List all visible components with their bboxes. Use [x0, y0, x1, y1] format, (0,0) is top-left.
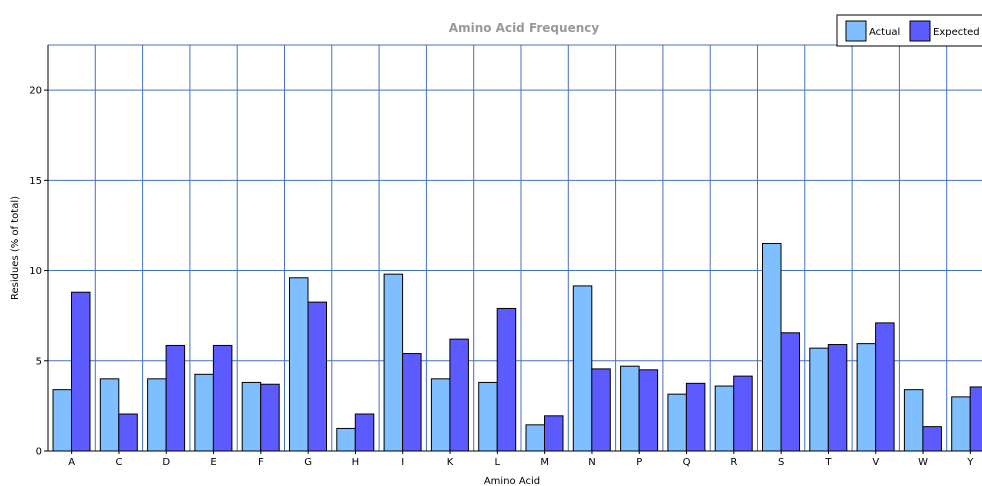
bar-expected-G — [307, 301, 327, 452]
x-tick-label-T: T — [824, 457, 832, 468]
bar-actual-W — [903, 389, 924, 452]
bar-expected-V — [875, 322, 895, 452]
bar-actual-Y — [951, 396, 971, 452]
bar-actual-R — [714, 385, 735, 452]
x-tick-label-V: V — [872, 457, 879, 468]
y-tick-label: 0 — [36, 447, 42, 458]
y-tick-label: 5 — [36, 356, 42, 367]
bar-expected-I — [402, 353, 422, 452]
bar-expected-Y — [969, 386, 982, 452]
bar-actual-D — [147, 378, 167, 452]
y-tick-label: 20 — [29, 86, 42, 97]
bar-expected-W — [922, 426, 942, 452]
bar-expected-D — [165, 344, 186, 452]
bar-expected-P — [638, 369, 659, 452]
bar-expected-F — [260, 383, 280, 452]
bar-actual-G — [289, 277, 309, 452]
bar-actual-I — [383, 273, 404, 452]
y-axis-label: Residues (% of total) — [10, 196, 21, 300]
x-tick-label-H: H — [352, 457, 360, 468]
x-tick-label-D: D — [162, 457, 170, 468]
bar-actual-S — [762, 242, 782, 452]
legend-label-expected: Expected — [933, 27, 980, 38]
x-tick-label-F: F — [258, 457, 264, 468]
bar-expected-H — [354, 413, 375, 452]
bar-actual-N — [572, 285, 593, 452]
bar-actual-P — [620, 365, 640, 452]
bar-expected-A — [71, 291, 91, 452]
bar-expected-T — [827, 344, 848, 452]
x-tick-label-K: K — [447, 457, 454, 468]
bars — [52, 242, 982, 452]
legend-swatch-expected — [909, 20, 931, 42]
x-tick-label-W: W — [918, 457, 928, 468]
bar-expected-Q — [685, 382, 706, 452]
bar-actual-C — [99, 378, 120, 452]
legend: Actual Expected — [836, 14, 982, 47]
y-tick-label: 15 — [29, 176, 42, 187]
bar-actual-V — [856, 343, 877, 452]
bar-expected-R — [733, 375, 753, 452]
legend-swatch-actual — [845, 20, 867, 42]
axes — [47, 45, 982, 452]
bar-expected-C — [118, 413, 138, 452]
x-tick-label-E: E — [210, 457, 216, 468]
y-tick-label: 10 — [29, 266, 42, 277]
bar-actual-A — [52, 389, 72, 452]
bar-expected-S — [780, 332, 800, 452]
x-tick-label-G: G — [304, 457, 312, 468]
y-ticks: 0 5 10 15 20 — [29, 86, 48, 458]
chart-title: Amino Acid Frequency — [449, 21, 600, 35]
x-tick-label-I: I — [401, 457, 404, 468]
bar-expected-E — [212, 344, 233, 452]
bar-expected-N — [591, 368, 611, 452]
x-tick-label-C: C — [115, 457, 122, 468]
bar-actual-F — [241, 381, 262, 452]
x-tick-label-Y: Y — [966, 457, 974, 468]
x-tick-label-Q: Q — [683, 457, 691, 468]
bar-expected-M — [544, 415, 564, 452]
x-axis-label: Amino Acid — [484, 476, 540, 486]
bar-actual-H — [336, 427, 356, 452]
bar-actual-Q — [667, 393, 687, 452]
x-tick-label-L: L — [495, 457, 501, 468]
x-tick-label-A: A — [68, 457, 75, 468]
x-tick-label-M: M — [540, 457, 549, 468]
x-tick-label-S: S — [778, 457, 784, 468]
bar-actual-T — [809, 347, 829, 452]
x-tick-label-P: P — [636, 457, 642, 468]
bar-expected-L — [496, 307, 517, 452]
grid — [48, 44, 982, 451]
legend-label-actual: Actual — [869, 27, 900, 38]
x-tick-label-R: R — [730, 457, 737, 468]
bar-actual-K — [430, 378, 451, 452]
bar-actual-L — [478, 381, 498, 452]
bar-expected-K — [449, 338, 469, 452]
x-tick-label-N: N — [588, 457, 595, 468]
bar-actual-M — [525, 424, 545, 452]
bar-actual-E — [194, 373, 214, 452]
